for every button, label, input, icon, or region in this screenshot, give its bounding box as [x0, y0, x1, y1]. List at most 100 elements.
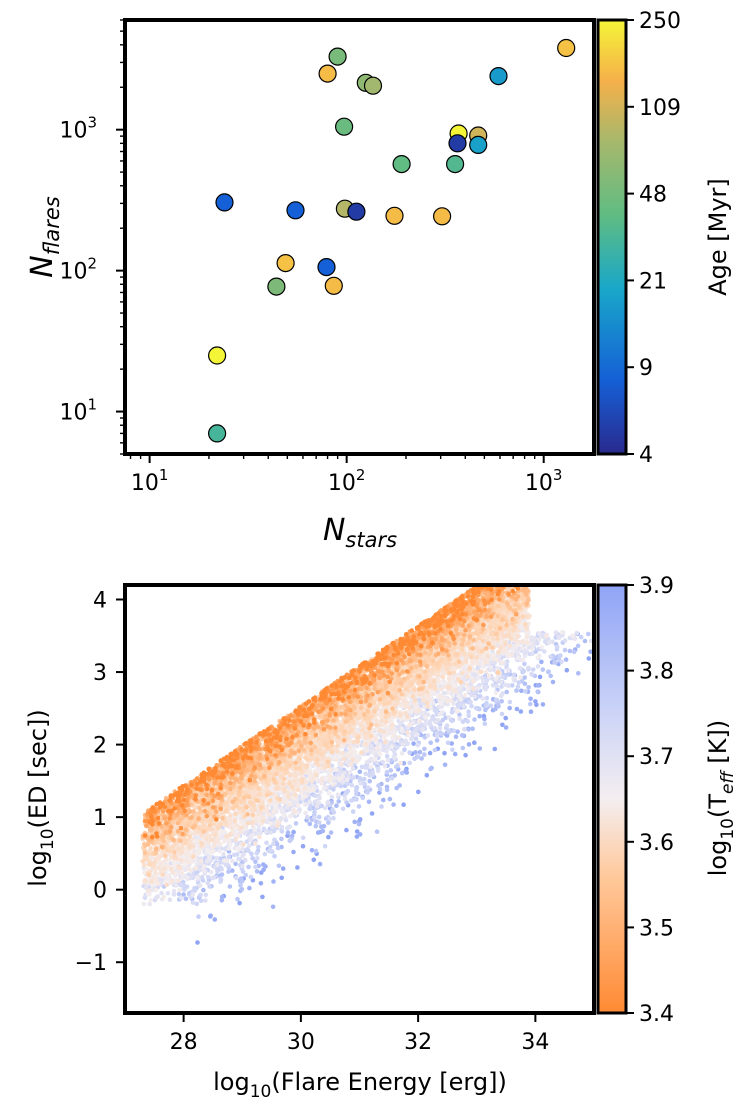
- flare-point: [198, 898, 204, 904]
- flare-point: [351, 775, 357, 780]
- flare-point: [399, 726, 405, 731]
- flare-point: [165, 863, 171, 868]
- flare-point: [161, 894, 167, 900]
- flare-point: [384, 749, 390, 754]
- flare-point: [184, 874, 190, 880]
- flare-point: [447, 684, 452, 690]
- flare-point: [456, 693, 462, 699]
- flare-point: [525, 640, 530, 645]
- age-colorbar-tick-label: 48: [639, 183, 667, 208]
- flare-point: [428, 740, 434, 745]
- flare-point: [316, 820, 322, 825]
- flare-point: [384, 769, 390, 775]
- flare-point: [455, 729, 460, 734]
- flare-point: [330, 807, 335, 812]
- flare-point: [282, 799, 287, 805]
- flare-point: [518, 675, 523, 680]
- flare-point: [428, 766, 433, 772]
- flare-point: [401, 802, 406, 807]
- flare-point: [363, 771, 369, 777]
- flare-point: [287, 813, 293, 819]
- top-data-point: [557, 38, 576, 58]
- flare-point: [349, 783, 355, 788]
- flare-point: [420, 697, 426, 702]
- flare-point: [504, 652, 510, 658]
- flare-point: [223, 847, 228, 852]
- flare-point: [250, 856, 255, 861]
- flare-point: [247, 843, 252, 848]
- flare-point: [471, 668, 477, 673]
- flare-point: [544, 634, 549, 639]
- flare-point: [264, 840, 269, 846]
- flare-point: [307, 806, 313, 812]
- flare-point: [423, 721, 429, 726]
- flare-point: [509, 683, 515, 688]
- flare-point: [194, 901, 200, 907]
- flare-point: [243, 872, 249, 878]
- flare-point: [219, 872, 225, 877]
- flare-point: [233, 822, 239, 828]
- flare-point: [381, 797, 386, 803]
- top-data-point: [469, 135, 488, 154]
- flare-point: [328, 830, 334, 835]
- flare-point: [456, 704, 461, 709]
- top-x-axis-label: Nstars: [323, 513, 397, 552]
- flare-point: [524, 649, 530, 654]
- flare-point: [159, 890, 164, 896]
- flare-point: [464, 682, 470, 687]
- flare-point: [374, 745, 380, 751]
- flare-point: [178, 857, 184, 863]
- flare-point: [462, 727, 467, 732]
- flare-point: [392, 755, 398, 760]
- flare-point: [432, 747, 438, 753]
- flare-point: [269, 824, 275, 830]
- flare-point: [321, 786, 327, 791]
- flare-point: [156, 865, 161, 871]
- flare-point: [237, 900, 242, 906]
- flare-point: [238, 819, 243, 825]
- flare-point: [340, 806, 346, 811]
- flare-point: [511, 649, 516, 654]
- flare-point: [203, 898, 208, 903]
- flare-point: [539, 659, 544, 665]
- flare-point: [540, 667, 546, 672]
- flare-point: [211, 875, 216, 881]
- flare-point: [176, 878, 181, 883]
- flare-point: [233, 837, 239, 842]
- flare-point: [193, 866, 199, 871]
- flare-point: [474, 645, 480, 650]
- flare-point: [201, 887, 206, 893]
- flare-point: [438, 686, 444, 692]
- flare-point: [453, 734, 459, 739]
- flare-point: [286, 794, 292, 799]
- flare-point: [310, 783, 316, 789]
- flare-point: [493, 697, 499, 703]
- flare-point: [185, 859, 191, 864]
- flare-point: [488, 664, 494, 670]
- flare-point: [354, 791, 359, 797]
- flare-point: [548, 654, 553, 660]
- flare-point: [212, 833, 218, 838]
- flare-point: [482, 721, 488, 726]
- age-colorbar-tick-label: 9: [639, 356, 653, 381]
- flare-point: [526, 665, 531, 671]
- flare-point: [442, 762, 448, 768]
- flare-point: [148, 897, 154, 903]
- flare-point: [480, 679, 486, 684]
- flare-point: [271, 879, 276, 884]
- flare-point: [499, 674, 505, 680]
- flare-point: [571, 649, 577, 655]
- flare-point: [336, 799, 342, 804]
- flare-point: [507, 643, 513, 649]
- top-x-tick-label: 102: [328, 466, 366, 496]
- flare-point: [146, 888, 151, 894]
- flare-point: [231, 852, 237, 858]
- flare-point: [356, 821, 362, 827]
- flare-point: [227, 884, 233, 889]
- flare-point: [459, 733, 465, 738]
- flare-point: [233, 861, 238, 867]
- flare-point: [480, 664, 486, 670]
- flare-point: [419, 756, 424, 761]
- flare-point: [550, 679, 556, 685]
